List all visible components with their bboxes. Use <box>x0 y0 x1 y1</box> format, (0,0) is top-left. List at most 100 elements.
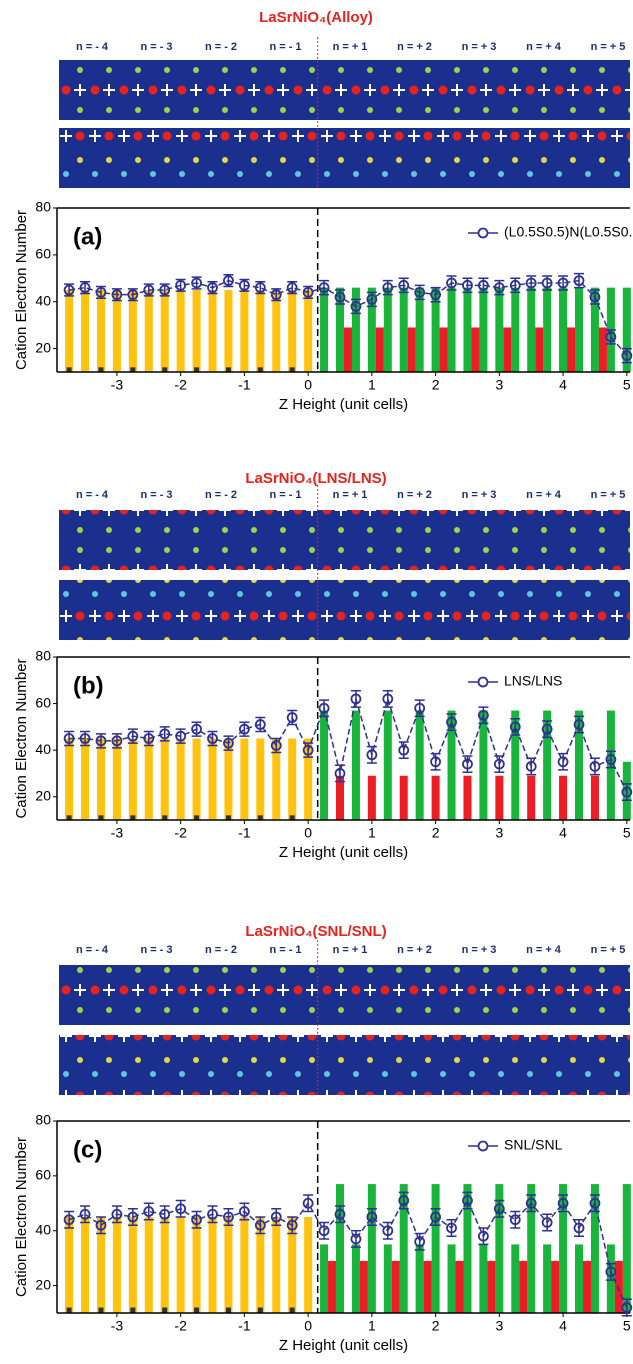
data-point <box>175 279 187 291</box>
layer-label: n = + 3 <box>462 489 497 501</box>
error-bar <box>621 1298 632 1317</box>
bar <box>471 327 480 372</box>
data-point <box>382 1225 394 1237</box>
y-tick-label: 60 <box>35 1167 51 1183</box>
layer-label: n = - 1 <box>269 489 301 501</box>
bar <box>81 738 90 820</box>
y-tick-label: 40 <box>35 741 51 757</box>
layer-label: n = - 3 <box>140 41 172 53</box>
bar <box>224 738 233 820</box>
data-point <box>541 277 553 289</box>
error-bar <box>159 1205 170 1224</box>
error-bar <box>398 1191 409 1210</box>
bar <box>112 738 121 820</box>
bar <box>98 1307 104 1313</box>
data-point <box>175 1203 187 1215</box>
error-bar <box>382 690 393 708</box>
legend-label: LNS/LNS <box>504 673 562 689</box>
error-bar <box>239 1202 250 1221</box>
error-bar <box>574 1218 585 1237</box>
data-point <box>398 279 410 291</box>
bar <box>66 1307 72 1313</box>
layer-label: n = + 5 <box>591 489 626 501</box>
data-point <box>111 289 123 301</box>
error-bar <box>175 1199 186 1218</box>
bar <box>208 290 217 372</box>
x-tick-label: 1 <box>368 825 376 841</box>
data-point <box>382 282 394 294</box>
data-point <box>254 1219 266 1231</box>
data-point <box>286 282 298 294</box>
bar <box>527 1184 536 1313</box>
bar <box>423 1260 432 1313</box>
error-bar <box>462 755 473 774</box>
bar <box>367 775 376 820</box>
data-point <box>398 744 410 756</box>
x-tick-label: 1 <box>368 377 376 393</box>
bar <box>375 327 384 372</box>
image-strip <box>59 1035 630 1095</box>
error-bar <box>207 1205 218 1224</box>
y-tick-label: 20 <box>35 787 51 803</box>
bar <box>257 1307 263 1313</box>
bar <box>567 327 576 372</box>
data-point <box>350 693 362 705</box>
data-point <box>573 719 585 730</box>
bar <box>304 738 313 820</box>
x-tick-label: 0 <box>304 825 312 841</box>
data-point <box>462 758 473 770</box>
layer-label: n = + 4 <box>526 41 562 53</box>
bar <box>194 815 200 820</box>
bar <box>559 1184 568 1313</box>
bar <box>160 290 169 372</box>
bar <box>487 1260 496 1313</box>
bar <box>289 367 295 372</box>
bar <box>176 1217 185 1313</box>
error-bar <box>494 755 505 774</box>
x-tick-label: 3 <box>495 1318 503 1334</box>
bar <box>511 1244 520 1313</box>
bar <box>130 1307 136 1313</box>
data-point <box>334 1208 346 1220</box>
y-tick-label: 80 <box>35 1112 51 1128</box>
error-bar <box>462 1191 473 1210</box>
error-bar <box>223 1208 234 1226</box>
bar <box>194 1307 200 1313</box>
bar <box>543 287 552 372</box>
data-point <box>111 735 123 747</box>
bar <box>575 1244 584 1313</box>
bar <box>527 287 536 372</box>
layer-label: n = + 1 <box>333 489 368 501</box>
bar <box>272 1217 281 1313</box>
layer-label: n = - 3 <box>140 944 172 956</box>
error-bar <box>414 699 425 718</box>
error-bar <box>95 1216 106 1235</box>
error-bar <box>334 764 345 783</box>
y-tick-label: 20 <box>35 339 51 355</box>
bar <box>130 815 136 820</box>
bar <box>208 738 217 820</box>
bar <box>162 815 168 820</box>
bar <box>543 710 552 820</box>
panel-label: (b) <box>73 672 104 699</box>
data-point <box>382 693 394 705</box>
data-point <box>302 744 314 756</box>
data-point <box>238 1206 250 1217</box>
bar <box>367 287 376 372</box>
data-point <box>493 1203 505 1215</box>
data-point <box>127 1211 139 1223</box>
y-axis-label: Cation Electron Number <box>13 1137 30 1297</box>
bar <box>272 738 281 820</box>
x-tick-label: 0 <box>304 1318 312 1334</box>
bar <box>194 367 200 372</box>
bar <box>582 1260 591 1313</box>
bar <box>192 290 201 372</box>
data-point <box>509 279 521 291</box>
bar <box>431 287 440 372</box>
bar <box>399 1184 408 1313</box>
data-point <box>270 1211 282 1223</box>
image-strip <box>59 965 630 1025</box>
layer-label: n = + 5 <box>591 944 626 956</box>
bar <box>343 327 352 372</box>
data-point <box>557 756 569 768</box>
